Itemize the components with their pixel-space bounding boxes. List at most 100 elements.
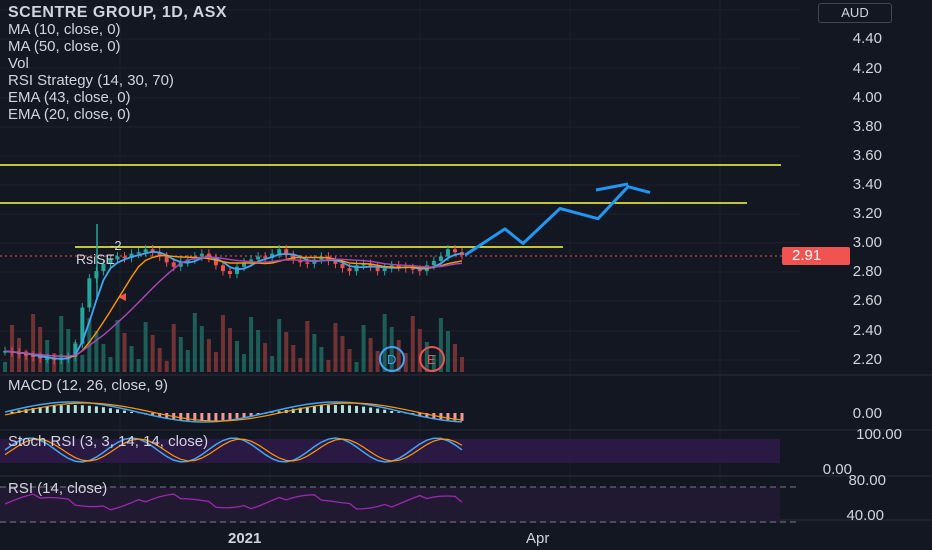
volume-bar bbox=[143, 322, 148, 372]
candle-body bbox=[220, 265, 225, 272]
candle-body bbox=[178, 262, 183, 267]
macd-hist-bar bbox=[94, 406, 98, 413]
price-tick: 3.40 bbox=[852, 176, 882, 193]
macd-hist-bar bbox=[10, 411, 14, 413]
macd-hist-bar bbox=[397, 412, 401, 413]
macd-hist-bar bbox=[340, 405, 344, 413]
macd-hist-bar bbox=[200, 413, 204, 421]
price-tick: 2.60 bbox=[852, 292, 882, 309]
volume-bar bbox=[235, 341, 240, 372]
indicator-ma50[interactable]: MA (50, close, 0) bbox=[8, 38, 121, 55]
volume-bar bbox=[213, 352, 218, 372]
volume-bar bbox=[3, 362, 7, 372]
indicator-ma10[interactable]: MA (10, close, 0) bbox=[8, 21, 121, 38]
stoch-band bbox=[0, 439, 780, 463]
candle-body bbox=[270, 253, 275, 259]
volume-bar bbox=[199, 326, 204, 372]
candle-body bbox=[333, 260, 338, 264]
candle-body bbox=[431, 260, 436, 266]
macd-tick: 0.00 bbox=[852, 405, 882, 422]
volume-bar bbox=[185, 350, 190, 372]
candle-body bbox=[227, 271, 232, 275]
symbol-title[interactable]: SCENTRE GROUP, 1D, ASX bbox=[8, 4, 228, 21]
currency-button[interactable]: AUD bbox=[818, 3, 892, 23]
macd-hist-bar bbox=[298, 407, 302, 413]
volume-bar bbox=[396, 340, 401, 372]
volume-bar bbox=[94, 331, 99, 372]
macd-hist-bar bbox=[179, 413, 183, 420]
volume-bar bbox=[361, 325, 366, 372]
resistance-levels bbox=[0, 164, 782, 257]
macd-label[interactable]: MACD (12, 26, close, 9) bbox=[8, 377, 169, 394]
candle-body bbox=[354, 265, 359, 272]
candle-body bbox=[256, 256, 261, 260]
candle-body bbox=[122, 256, 127, 259]
candle-body bbox=[410, 268, 415, 270]
indicator-rsi-strategy[interactable]: RSI Strategy (14, 30, 70) bbox=[8, 72, 174, 89]
volume-bar bbox=[242, 354, 247, 372]
macd-hist-bar bbox=[383, 409, 387, 413]
stoch-tick: 0.00 bbox=[822, 461, 852, 478]
volume-bar bbox=[178, 337, 183, 372]
volume-bar bbox=[403, 353, 408, 372]
volume-bar bbox=[347, 349, 352, 372]
price-tick: 4.00 bbox=[852, 89, 882, 106]
indicator-ema43[interactable]: EMA (43, close, 0) bbox=[8, 89, 131, 106]
candle-body bbox=[108, 259, 113, 264]
macd-hist-bar bbox=[193, 413, 197, 421]
volume-bar bbox=[305, 321, 310, 372]
volume-bar bbox=[333, 323, 338, 372]
volume-bar bbox=[263, 343, 268, 372]
candle-body bbox=[438, 256, 443, 261]
candle-body bbox=[452, 249, 457, 253]
macd-hist-bar bbox=[31, 408, 35, 413]
volume-bar bbox=[129, 346, 134, 372]
volume-bar bbox=[66, 329, 71, 372]
macd-hist-bar bbox=[38, 407, 42, 413]
volume-bar bbox=[108, 357, 113, 372]
macd-hist-bar bbox=[108, 408, 112, 413]
macd-hist-bar bbox=[348, 405, 352, 413]
volume-bar bbox=[101, 344, 106, 372]
volume-bar bbox=[319, 347, 324, 372]
candle-body bbox=[143, 249, 148, 253]
volume-bar bbox=[115, 320, 120, 372]
projection-line bbox=[595, 182, 629, 192]
macd-hist-bar bbox=[115, 409, 119, 413]
volume-bar bbox=[171, 324, 176, 372]
volume-bar bbox=[256, 330, 261, 372]
candle-body bbox=[206, 253, 211, 259]
macd-hist-bar bbox=[59, 405, 63, 413]
candle-body bbox=[347, 268, 352, 272]
candle-body bbox=[171, 262, 176, 267]
volume-bar bbox=[220, 315, 225, 372]
candle-body bbox=[31, 355, 36, 357]
ema-line bbox=[4, 256, 463, 357]
candle-body bbox=[73, 343, 78, 357]
macd-hist-bar bbox=[158, 413, 162, 418]
macd-hist-bar bbox=[376, 408, 380, 413]
rsi-label[interactable]: RSI (14, close) bbox=[8, 480, 108, 497]
moving-averages bbox=[4, 250, 463, 360]
rsi-line bbox=[4, 493, 463, 511]
volume-bar bbox=[59, 316, 64, 372]
macd-hist-bar bbox=[291, 408, 295, 413]
candle-body bbox=[382, 268, 387, 272]
macd-hist-bar bbox=[151, 413, 155, 416]
price-tick: 4.20 bbox=[852, 60, 882, 77]
indicator-ema20[interactable]: EMA (20, close, 0) bbox=[8, 106, 131, 123]
candle-body bbox=[242, 262, 247, 267]
macd-hist-bar bbox=[207, 413, 211, 421]
candle-body bbox=[185, 259, 190, 263]
projection-path bbox=[464, 182, 651, 257]
volume-bar bbox=[368, 338, 373, 372]
candle-body bbox=[150, 249, 155, 253]
macd-hist-bar bbox=[319, 405, 323, 413]
macd-hist-bar bbox=[66, 405, 70, 413]
volume-bar bbox=[340, 336, 345, 372]
volume-bar bbox=[192, 313, 197, 372]
indicator-vol[interactable]: Vol bbox=[8, 55, 29, 72]
stoch-rsi-label[interactable]: Stoch RSI (3, 3, 14, 14, close) bbox=[8, 433, 209, 450]
ma10-line bbox=[4, 250, 463, 360]
